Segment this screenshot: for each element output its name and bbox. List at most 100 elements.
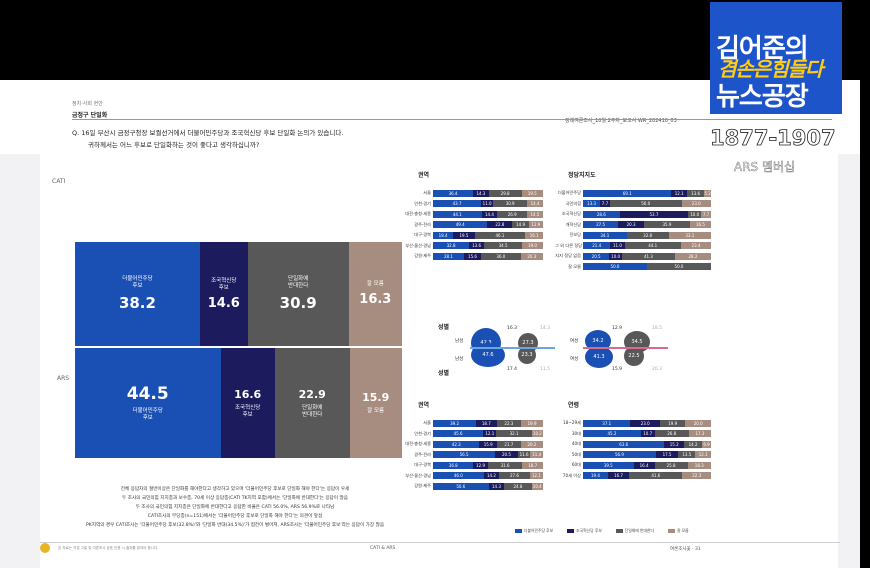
seg-label: 잘 모름 — [366, 281, 384, 287]
ars-age-table: 18~29세 37.1 23.0 19.9 20.0 30대 45.2 10.7 26.8 17.… — [555, 418, 711, 481]
row-label: 30대 — [571, 430, 581, 436]
question-line-2: 귀하께서는 어느 후보로 단일화하는 것이 좋다고 생각하십니까? — [88, 141, 260, 149]
bar-segment: 43.7 — [433, 200, 482, 208]
row-label: 부산·울산·경남 — [405, 242, 431, 248]
report-page: 정치·사회 현안 금정구 단일화 정례여론조사_10월 2주차_보고서 WR_2… — [0, 80, 860, 568]
legend-swatch — [515, 529, 522, 533]
bar-segment: 56.5 — [433, 451, 496, 459]
legend-text: 잘 모름 — [676, 528, 689, 533]
bar-segment: 19.5 — [453, 231, 475, 239]
row-label: 인천·경기 — [414, 430, 431, 436]
stacked-bar: 39.2 18.7 22.3 19.9 — [433, 419, 543, 427]
row-label: 그 외 다른 정당 — [555, 242, 583, 248]
legend-swatch — [615, 529, 623, 533]
row-label: 70세 이상 — [562, 472, 581, 478]
bar-segment: 49.4 — [433, 221, 488, 229]
bar-segment: 44.1 — [433, 210, 482, 218]
bar-segment: 12.1 — [695, 451, 711, 459]
row-label: 인천·경기 — [414, 200, 431, 206]
left-margin-strip — [0, 154, 40, 568]
table-row: 부산·울산·경남 46.0 14.2 27.6 12.1 — [405, 471, 543, 482]
stacked-bar: 36.4 14.3 29.8 19.5 — [433, 189, 543, 197]
bar-segment: 50.0 — [583, 263, 647, 271]
broadcast-logo: 김어준의 겸손은힘들다 뉴스공장 1877-1907 ARS 멤버십 — [710, 2, 842, 174]
cati-party-table: 더불어민주당 69.1 12.1 13.6 5.2 국민의힘 13.3 7.7 56.0 23.0… — [555, 188, 711, 272]
bubble-female-oppose-ars: 22.5 — [624, 346, 644, 366]
table-row: 서울 36.4 14.3 29.8 19.5 — [405, 188, 543, 199]
table-row: 대전·충청·세종 42.3 15.9 21.7 20.2 — [405, 439, 543, 450]
footer-method: CATI & ARS — [370, 546, 396, 551]
bar-segment: 15.2 — [664, 440, 684, 448]
stacked-bar: 45.6 12.1 32.1 10.2 — [433, 430, 543, 438]
cati-seg-dem: 더불어민주당 후보 38.2 — [75, 242, 200, 346]
logo-line-3: 뉴스공장 — [716, 82, 809, 112]
bar-segment: 10.2 — [531, 430, 543, 438]
legend-swatch — [567, 529, 575, 533]
row-label: 서울 — [423, 190, 431, 196]
bar-segment: 20.3 — [520, 252, 543, 260]
logo-phone: 1877-1907 — [710, 126, 836, 151]
summary-line: 두 조사의 국민의힘 지지층은 단일화에 반대한다고 응답한 비율은 CATI … — [135, 505, 335, 510]
bar-segment: 12.1 — [483, 430, 497, 438]
header-divider — [72, 119, 832, 120]
question-line-1: Q. 16일 부산시 금정구청장 보궐선거에서 더불어민주당과 조국혁신당 후보… — [72, 129, 344, 137]
row-label: 광주·전라 — [414, 451, 431, 457]
ars-region-title: 권역 — [418, 402, 430, 409]
bar-segment: 46.0 — [433, 472, 484, 480]
bar-segment: 69.1 — [583, 189, 672, 197]
stacked-bar: 21.4 11.0 44.1 23.4 — [583, 242, 711, 250]
bar-segment: 12.1 — [671, 189, 687, 197]
stacked-bar: 50.6 14.3 24.8 10.4 — [433, 482, 543, 490]
bar-segment: 14.9 — [512, 221, 529, 229]
bar-segment: 23.4 — [681, 242, 711, 250]
bar-segment: 32.1 — [496, 430, 532, 438]
gender-divider — [583, 347, 668, 349]
row-label: 대구·경북 — [414, 462, 431, 468]
seg-value: 16.3 — [359, 292, 392, 307]
cati-region-title: 권역 — [418, 172, 430, 179]
legend-item: 조국혁신당 후보 — [567, 528, 602, 534]
chart-legend: 더불어민주당 후보 조국혁신당 후보 단일화에 반대한다 잘 모름 — [515, 528, 689, 534]
bar-segment: 45.2 — [583, 430, 641, 438]
row-label: 잘 모름 — [568, 263, 581, 269]
row-label: 대전·충청·세종 — [405, 441, 431, 447]
bar-segment: 32.8 — [433, 242, 470, 250]
row-label: 40대 — [571, 441, 581, 447]
cati-party-title: 정당지지도 — [568, 172, 596, 179]
bar-segment: 22.3 — [496, 419, 522, 427]
bar-segment: 7.7 — [600, 200, 610, 208]
bar-segment: 63.6 — [583, 440, 665, 448]
bar-segment: 11.6 — [517, 451, 531, 459]
stacked-bar: 44.1 14.4 26.9 14.5 — [433, 210, 543, 218]
row-label: 개혁신당 — [565, 221, 581, 227]
bar-segment: 30.9 — [493, 200, 528, 208]
bar-segment: 10.0 — [609, 252, 623, 260]
bar-segment: 10.4 — [531, 482, 543, 490]
logo-line-2: 겸손은힘들다 — [718, 57, 823, 81]
legend-item: 단일화에 반대한다 — [615, 528, 654, 534]
bar-segment: 29.8 — [488, 189, 522, 197]
legend-item: 더불어민주당 후보 — [515, 528, 553, 534]
bar-segment: 21.4 — [583, 242, 611, 250]
table-row: 18~29세 37.1 23.0 19.9 20.0 — [555, 418, 711, 429]
bar-segment: 16.1 — [525, 231, 543, 239]
footer-divider — [40, 542, 840, 543]
ars-main-bar: 44.5 더불어민주당 후보 16.6 조국혁신당 후보 22.9 단일화에 반… — [75, 348, 402, 458]
bar-segment: 50.0 — [647, 263, 711, 271]
table-row: 서울 39.2 18.7 22.3 19.9 — [405, 418, 543, 429]
ars-region-table: 서울 39.2 18.7 22.3 19.9 인천·경기 45.6 12.1 32.1 10.2 대… — [405, 418, 543, 492]
stacked-bar: 34.1 32.8 33.1 — [583, 231, 711, 239]
bar-segment: 12.1 — [529, 472, 543, 480]
bar-segment: 14.4 — [481, 210, 498, 218]
bar-segment: 23.0 — [681, 200, 711, 208]
table-row: 지지 정당 없음 20.5 10.0 41.3 28.2 — [555, 251, 711, 262]
bar-segment: 11.0 — [481, 200, 494, 208]
stacked-bar: 37.1 23.0 19.9 20.0 — [583, 419, 711, 427]
bar-segment: 14.2 — [483, 472, 500, 480]
stacked-bar: 20.5 10.0 41.3 28.2 — [583, 252, 711, 260]
bar-segment: 56.0 — [609, 200, 682, 208]
legend-text: 단일화에 반대한다 — [624, 528, 654, 533]
bar-segment: 19.4 — [583, 472, 608, 480]
ars-seg-unsure: 15.9 잘 모름 — [349, 348, 402, 458]
bar-segment: 36.4 — [433, 189, 474, 197]
